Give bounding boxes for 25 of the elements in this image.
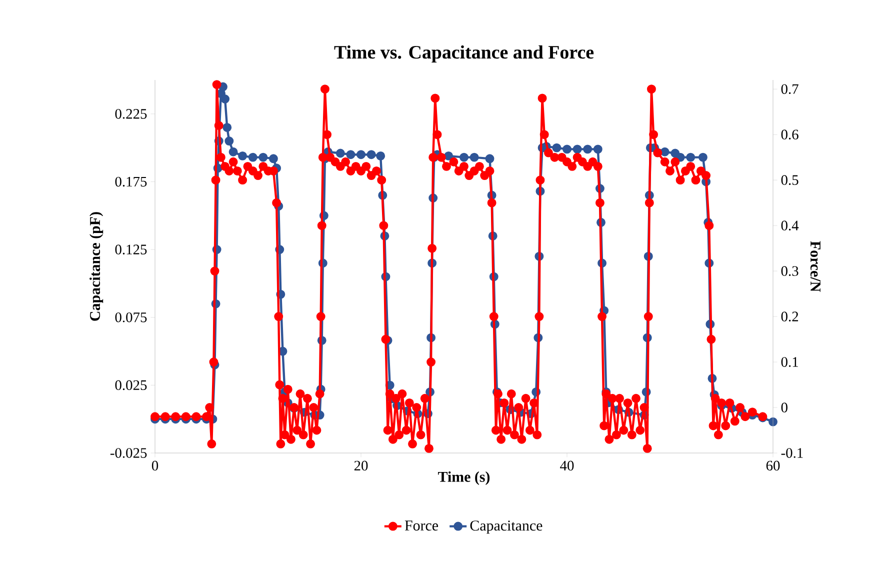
y-tick-label: -0.025 xyxy=(110,448,147,458)
y2-axis-title: Force/N xyxy=(810,241,820,292)
y2-tick-label: 0.7 xyxy=(781,84,798,94)
x-tick-label: 40 xyxy=(560,460,574,471)
y2-tick-label: 0.5 xyxy=(781,175,798,185)
y-tick-label: 0.225 xyxy=(115,109,147,119)
y2-tick-label: -0.1 xyxy=(781,448,803,458)
x-tick-label: 60 xyxy=(766,460,780,471)
y2-tick-label: 0.2 xyxy=(781,312,798,322)
y2-tick-label: 0.4 xyxy=(781,220,799,230)
y2-tick-label: 0.3 xyxy=(781,266,798,276)
y2-tick-label: 0.6 xyxy=(781,130,798,140)
x-tick-label: 0 xyxy=(152,460,158,471)
y2-tick-label: 0.1 xyxy=(781,357,798,367)
y-tick-label: 0.025 xyxy=(115,380,147,390)
y-axis-title: Capacitance (pF) xyxy=(90,212,104,321)
y2-tick-label: 0 xyxy=(781,402,788,412)
y-tick-label: 0.175 xyxy=(115,176,147,187)
x-axis-title: Time (s) xyxy=(438,471,490,485)
legend-label: Force xyxy=(404,520,438,531)
chart-title: Time vs. Capacitance and Force xyxy=(334,45,594,63)
y-tick-label: 0.075 xyxy=(115,312,147,322)
y-tick-label: 0.125 xyxy=(115,244,147,254)
x-tick-label: 20 xyxy=(354,460,368,471)
legend-label: Capacitance xyxy=(470,520,542,534)
